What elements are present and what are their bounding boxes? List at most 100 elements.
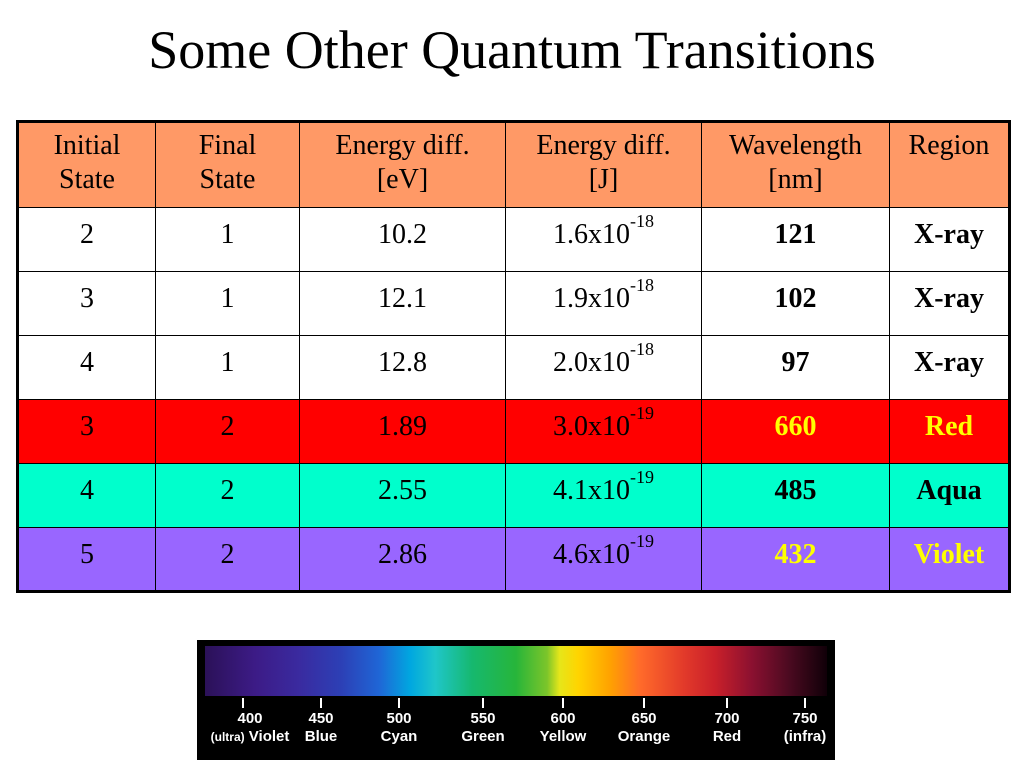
energy-ev-cell: 1.89 bbox=[299, 399, 506, 464]
final-state-cell: 2 bbox=[155, 527, 300, 592]
spectrum-label: 550 Green bbox=[443, 710, 523, 746]
spectrum-name: Blue bbox=[304, 728, 338, 745]
header-text: Final bbox=[198, 130, 257, 161]
spectrum-label: 700 Red bbox=[687, 710, 767, 746]
header-text: State bbox=[199, 164, 256, 195]
spectrum-tick bbox=[242, 698, 244, 708]
spectrum-color-name: Red bbox=[687, 728, 767, 746]
spectrum-nm: 750 bbox=[792, 710, 818, 727]
table-header-row: Initial State Final State Energy diff. [eV] En… bbox=[17, 121, 1010, 208]
energy-j-base: 3.0x10 bbox=[553, 411, 630, 442]
spectrum-color-name: Yellow bbox=[523, 728, 603, 746]
final-state-cell: 1 bbox=[155, 335, 300, 400]
initial-state-cell: 4 bbox=[17, 463, 156, 528]
initial-state-cell: 3 bbox=[17, 399, 156, 464]
spectrum-tick bbox=[398, 698, 400, 708]
spectrum-tick bbox=[726, 698, 728, 708]
wavelength-cell: 660 bbox=[701, 399, 890, 464]
spectrum-color-name: (ultra) Violet bbox=[195, 728, 305, 746]
spectrum-color-name: Blue bbox=[281, 728, 361, 746]
header-text: [eV] bbox=[376, 164, 429, 195]
spectrum-name: Cyan bbox=[380, 728, 418, 745]
energy-j-cell: 3.0x10-19 bbox=[505, 399, 702, 464]
spectrum-name: Green bbox=[461, 728, 505, 745]
region-cell: X-ray bbox=[889, 207, 1010, 272]
energy-j-exponent: -18 bbox=[630, 211, 654, 231]
spectrum-tick bbox=[804, 698, 806, 708]
spectrum-label: 650 Orange bbox=[604, 710, 684, 746]
spectrum-name: Violet bbox=[248, 728, 290, 745]
spectrum-tick bbox=[643, 698, 645, 708]
header-text: Region bbox=[908, 130, 990, 161]
final-state-cell: 2 bbox=[155, 463, 300, 528]
spectrum-name: Orange bbox=[617, 728, 671, 745]
energy-j-exponent: -19 bbox=[630, 467, 654, 487]
spectrum-label: 400 (ultra) Violet bbox=[195, 710, 305, 746]
initial-state-cell: 4 bbox=[17, 335, 156, 400]
final-state-cell: 2 bbox=[155, 399, 300, 464]
energy-j-cell: 4.6x10-19 bbox=[505, 527, 702, 592]
spectrum-name: Yellow bbox=[539, 728, 587, 745]
region-cell: Violet bbox=[889, 527, 1010, 592]
spectrum-name: Red bbox=[712, 728, 742, 745]
table-row: 3 2 1.89 3.0x10-19 660 Red bbox=[17, 399, 1010, 464]
transitions-table: Initial State Final State Energy diff. [eV] En… bbox=[16, 120, 1011, 593]
spectrum-nm: 600 bbox=[550, 710, 576, 727]
energy-j-exponent: -18 bbox=[630, 275, 654, 295]
header-text: [J] bbox=[588, 164, 619, 195]
final-state-cell: 1 bbox=[155, 271, 300, 336]
energy-j-base: 4.1x10 bbox=[553, 475, 630, 506]
energy-j-exponent: -19 bbox=[630, 403, 654, 423]
initial-state-cell: 5 bbox=[17, 527, 156, 592]
header-text: Energy diff. bbox=[536, 130, 671, 161]
spectrum-nm: 700 bbox=[714, 710, 740, 727]
spectrum-tick bbox=[562, 698, 564, 708]
table-row: 2 1 10.2 1.6x10-18 121 X-ray bbox=[17, 207, 1010, 272]
region-cell: Aqua bbox=[889, 463, 1010, 528]
wavelength-cell: 432 bbox=[701, 527, 890, 592]
wavelength-cell: 121 bbox=[701, 207, 890, 272]
header-text: State bbox=[59, 164, 115, 195]
energy-ev-cell: 12.8 bbox=[299, 335, 506, 400]
spectrum-label: 500 Cyan bbox=[359, 710, 439, 746]
header-text: Initial bbox=[53, 130, 121, 161]
energy-j-cell: 4.1x10-19 bbox=[505, 463, 702, 528]
wavelength-header: Wavelength [nm] bbox=[701, 121, 890, 208]
region-header: Region bbox=[889, 121, 1010, 208]
initial-state-cell: 2 bbox=[17, 207, 156, 272]
energy-j-exponent: -18 bbox=[630, 339, 654, 359]
spectrum-label: 600 Yellow bbox=[523, 710, 603, 746]
table-row: 4 1 12.8 2.0x10-18 97 X-ray bbox=[17, 335, 1010, 400]
spectrum-prefix: (ultra) bbox=[210, 730, 245, 744]
spectrum-color-name: Cyan bbox=[359, 728, 439, 746]
spectrum-nm: 400 bbox=[237, 710, 263, 727]
spectrum-label: 750 (infra) bbox=[765, 710, 845, 746]
energy-j-base: 1.9x10 bbox=[553, 283, 630, 314]
initial-state-header: Initial State bbox=[17, 121, 156, 208]
spectrum-name: (infra) bbox=[783, 728, 827, 745]
energy-j-base: 4.6x10 bbox=[553, 539, 630, 570]
final-state-cell: 1 bbox=[155, 207, 300, 272]
region-cell: Red bbox=[889, 399, 1010, 464]
spectrum-nm: 500 bbox=[386, 710, 412, 727]
spectrum-nm: 650 bbox=[631, 710, 657, 727]
spectrum-color-name: (infra) bbox=[765, 728, 845, 746]
energy-j-base: 1.6x10 bbox=[553, 219, 630, 250]
energy-j-cell: 1.6x10-18 bbox=[505, 207, 702, 272]
energy-j-cell: 2.0x10-18 bbox=[505, 335, 702, 400]
energy-ev-cell: 12.1 bbox=[299, 271, 506, 336]
energy-ev-cell: 10.2 bbox=[299, 207, 506, 272]
region-cell: X-ray bbox=[889, 271, 1010, 336]
energy-ev-cell: 2.55 bbox=[299, 463, 506, 528]
header-text: [nm] bbox=[768, 164, 823, 195]
visible-spectrum: 400 (ultra) Violet 450 Blue 500 Cyan 550 Green 6… bbox=[197, 640, 835, 760]
wavelength-cell: 102 bbox=[701, 271, 890, 336]
spectrum-tick bbox=[482, 698, 484, 708]
spectrum-color-name: Green bbox=[443, 728, 523, 746]
spectrum-tick bbox=[320, 698, 322, 708]
spectrum-color-name: Orange bbox=[604, 728, 684, 746]
energy-j-header: Energy diff. [J] bbox=[505, 121, 702, 208]
header-text: Wavelength bbox=[728, 130, 863, 161]
energy-j-exponent: -19 bbox=[630, 531, 654, 551]
wavelength-cell: 97 bbox=[701, 335, 890, 400]
